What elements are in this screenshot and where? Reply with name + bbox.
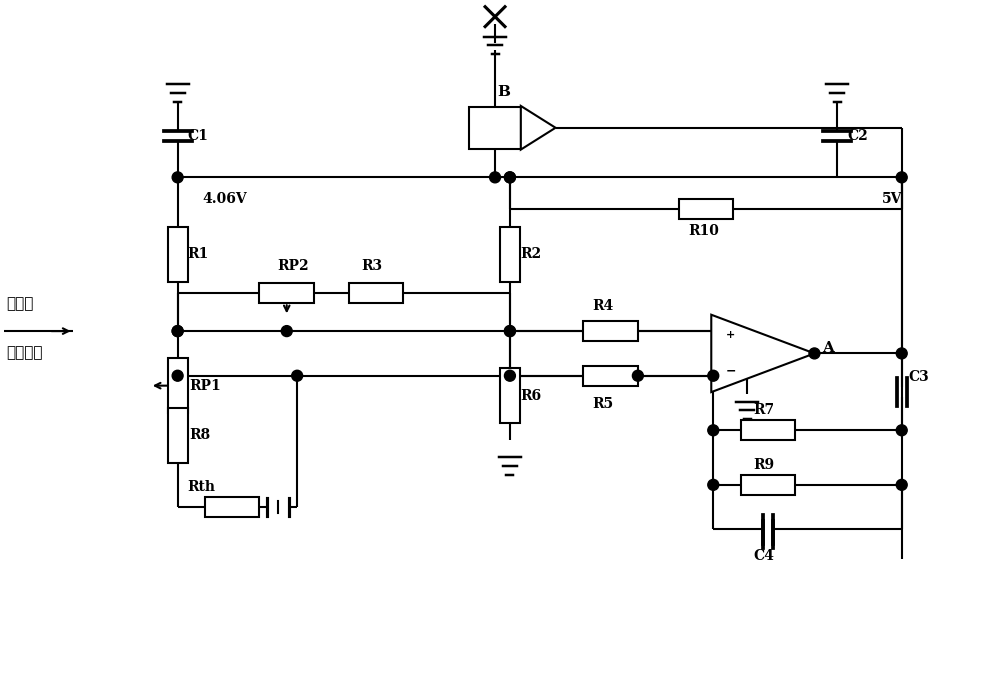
Circle shape [504,172,515,182]
Text: 偏置电流: 偏置电流 [6,346,43,360]
Text: R4: R4 [593,299,614,314]
Circle shape [708,480,719,490]
Circle shape [809,348,820,359]
Polygon shape [521,106,556,150]
Circle shape [172,326,183,337]
Circle shape [504,326,515,337]
Text: R3: R3 [361,259,382,272]
Text: R5: R5 [593,397,614,410]
Text: A: A [822,342,834,355]
Circle shape [896,425,907,436]
Text: R1: R1 [188,247,209,261]
Text: C3: C3 [909,370,929,384]
Circle shape [504,172,515,182]
Bar [168,358,188,413]
Circle shape [896,172,907,182]
Circle shape [172,370,183,381]
Bar [583,321,638,341]
Text: RP1: RP1 [190,379,221,392]
Text: R7: R7 [753,403,774,418]
Bar [583,366,638,386]
Circle shape [172,326,183,337]
Text: R8: R8 [190,428,211,442]
Text: 5V: 5V [882,192,902,206]
Bar [500,227,520,281]
Text: 激光器: 激光器 [6,296,33,311]
Circle shape [281,326,292,337]
Circle shape [504,326,515,337]
Bar [259,283,314,303]
Bar [679,199,733,219]
Bar [168,227,188,281]
Text: 4.06V: 4.06V [202,192,247,206]
Circle shape [504,370,515,381]
Circle shape [896,480,907,490]
Bar [168,408,188,462]
Text: R10: R10 [688,224,719,238]
Circle shape [490,172,500,182]
Text: B: B [497,85,510,99]
Circle shape [172,172,183,182]
Circle shape [292,370,303,381]
Text: R9: R9 [753,458,774,472]
Text: R2: R2 [520,247,541,261]
Bar [741,421,795,440]
Polygon shape [711,315,814,392]
Bar [349,283,403,303]
Text: C4: C4 [753,549,774,563]
Circle shape [708,425,719,436]
Bar [741,475,795,495]
Text: −: − [726,365,736,378]
Bar [469,107,521,149]
Text: Rth: Rth [188,480,216,494]
Text: R6: R6 [520,388,541,403]
Circle shape [896,348,907,359]
Circle shape [632,370,643,381]
Text: C1: C1 [188,129,208,143]
Text: RP2: RP2 [277,259,308,272]
Circle shape [708,370,719,381]
Text: +: + [726,331,735,340]
Bar [205,497,259,517]
Bar [500,368,520,423]
Text: C2: C2 [847,129,868,143]
